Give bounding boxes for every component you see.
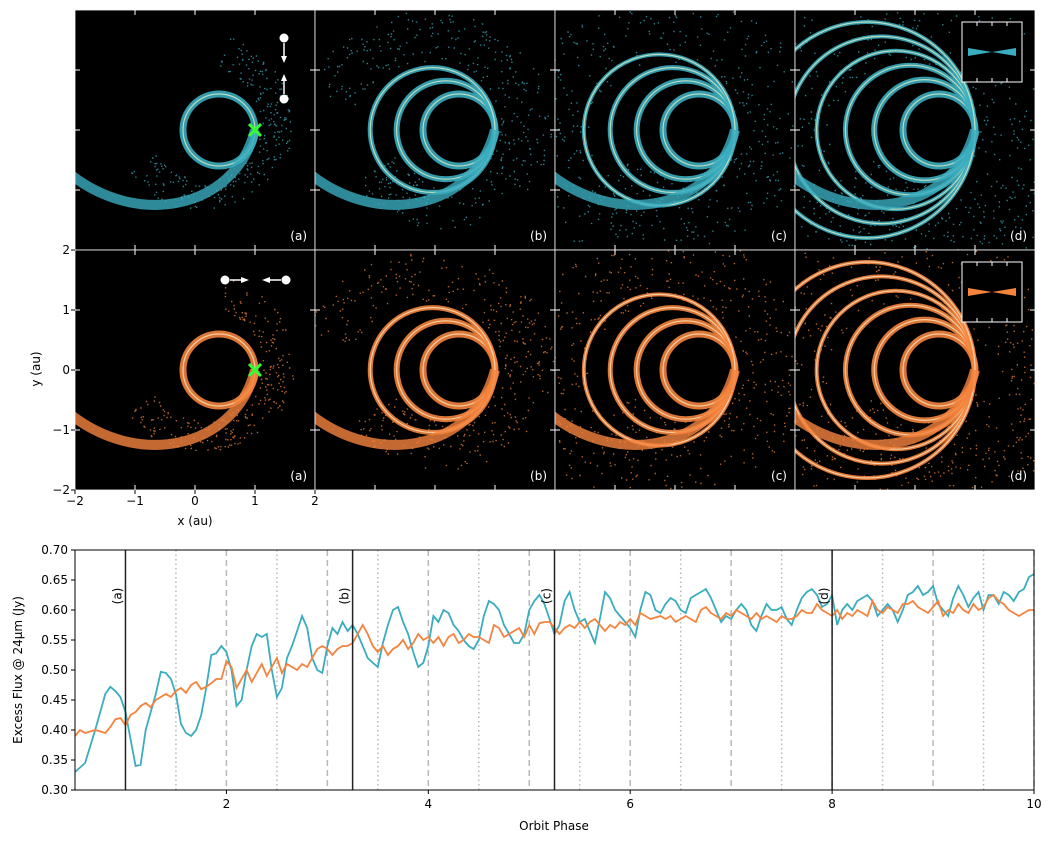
panel-background	[315, 10, 555, 250]
panel-background	[555, 10, 795, 250]
y-tick-label: 0.65	[41, 573, 68, 587]
spiral-arm	[555, 368, 740, 450]
x-tick-label-m2: −2	[66, 494, 84, 508]
panel-background	[75, 10, 315, 250]
image-y-axis-label: y (au)	[29, 351, 43, 386]
x-tick-label-2: 2	[311, 494, 319, 508]
x-tick-label: 2	[223, 797, 231, 811]
phase-guide-lines	[175, 550, 1035, 790]
epoch-marker-label: (a)	[110, 588, 124, 605]
panel-label: (b)	[530, 469, 547, 483]
spiral-arm	[315, 368, 500, 450]
y-tick-label: 0.70	[41, 543, 68, 557]
particle-distribution	[555, 250, 795, 490]
spiral-arm	[555, 128, 740, 210]
spiral-arm	[75, 368, 260, 450]
vertical-orbit-arrows-icon	[279, 33, 289, 104]
epoch-marker-label: (c)	[540, 588, 554, 604]
particle-distribution	[795, 12, 1035, 250]
panel-label: (d)	[1010, 229, 1027, 243]
image-panel-r2-c4: (d)	[794, 249, 1036, 491]
spiral-arm	[315, 128, 500, 210]
y-tick-label-m2: −2	[52, 483, 70, 497]
y-tick-label: 0.35	[41, 753, 68, 767]
image-panel-r1-c2: (b)	[314, 9, 556, 251]
light-curve-chart: (a) (b) (c) (d) 0.30 0.35 0.40 0.45 0.50 0.55 0.6…	[11, 543, 1042, 833]
planet-marker-icon	[247, 362, 263, 378]
panel-label: (a)	[290, 469, 307, 483]
image-panel-axes: 2 1 0 −1 −2 −2 −1 0 1 2 x (au) y (au)	[29, 243, 319, 528]
edge-on-disk-inset-icon	[961, 21, 1023, 83]
series-group	[74, 573, 1035, 773]
panel-frame	[794, 249, 1036, 491]
image-panel-r1-c1: (a)	[74, 9, 316, 251]
spiral-arm	[795, 368, 980, 450]
image-panel-r2-c1: (a)	[74, 249, 316, 491]
image-panel-grid: (a) (b) (c) (d) (a) (b) (c) (d)	[74, 9, 1036, 491]
epoch-marker-label: (b)	[338, 588, 352, 605]
particle-distribution	[555, 10, 795, 250]
panel-background	[75, 250, 315, 490]
planet-marker-icon	[247, 122, 263, 138]
particle-distribution	[795, 250, 1035, 490]
image-panel-r1-c3: (c)	[554, 9, 796, 251]
particle-distribution	[315, 253, 555, 470]
y-tick-label: 0.55	[41, 633, 68, 647]
x-tick-label: 8	[828, 797, 836, 811]
panel-label: (b)	[530, 229, 547, 243]
panel-label: (a)	[290, 229, 307, 243]
axis-ticks: 0.30 0.35 0.40 0.45 0.50 0.55 0.60 0.65 0.70 2 4 6 8…	[41, 543, 1041, 811]
spiral-arm	[75, 128, 260, 210]
edge-on-disk-inset-icon	[961, 261, 1023, 323]
panel-background	[315, 250, 555, 490]
x-tick-label-m1: −1	[126, 494, 144, 508]
chart-x-axis-label: Orbit Phase	[519, 819, 589, 833]
y-tick-label-2: 2	[62, 243, 70, 257]
speckle-dust	[795, 250, 1035, 490]
x-tick-label: 4	[424, 797, 432, 811]
horizontal-orbit-arrows-icon	[220, 275, 291, 285]
y-tick-label: 0.45	[41, 693, 68, 707]
y-tick-label: 0.50	[41, 663, 68, 677]
y-tick-label-1: 1	[62, 303, 70, 317]
image-panel-r2-c2: (b)	[314, 249, 556, 491]
y-tick-label: 0.30	[41, 783, 68, 797]
x-tick-label-1: 1	[251, 494, 259, 508]
y-tick-label: 0.60	[41, 603, 68, 617]
series-line-1	[74, 573, 1035, 773]
panel-label: (d)	[1010, 469, 1027, 483]
x-tick-label-0: 0	[191, 494, 199, 508]
y-tick-label-0: 0	[62, 363, 70, 377]
panel-label: (c)	[771, 469, 787, 483]
epoch-markers: (a) (b) (c) (d)	[110, 550, 833, 790]
chart-y-axis-label: Excess Flux @ 24μm (Jy)	[11, 596, 25, 744]
image-panel-r2-c3: (c)	[554, 249, 796, 491]
y-tick-label: 0.40	[41, 723, 68, 737]
image-x-axis-label: x (au)	[177, 514, 212, 528]
x-tick-label: 6	[626, 797, 634, 811]
particle-distribution	[315, 12, 552, 230]
spiral-arm	[795, 128, 980, 210]
panel-background	[555, 250, 795, 490]
epoch-marker-label: (d)	[817, 588, 831, 605]
x-tick-label: 10	[1026, 797, 1041, 811]
panel-label: (c)	[771, 229, 787, 243]
y-tick-label-m1: −1	[52, 423, 70, 437]
series-line-2	[74, 593, 1034, 737]
image-panel-r1-c4: (d)	[794, 9, 1036, 251]
speckle-dust	[315, 253, 555, 470]
